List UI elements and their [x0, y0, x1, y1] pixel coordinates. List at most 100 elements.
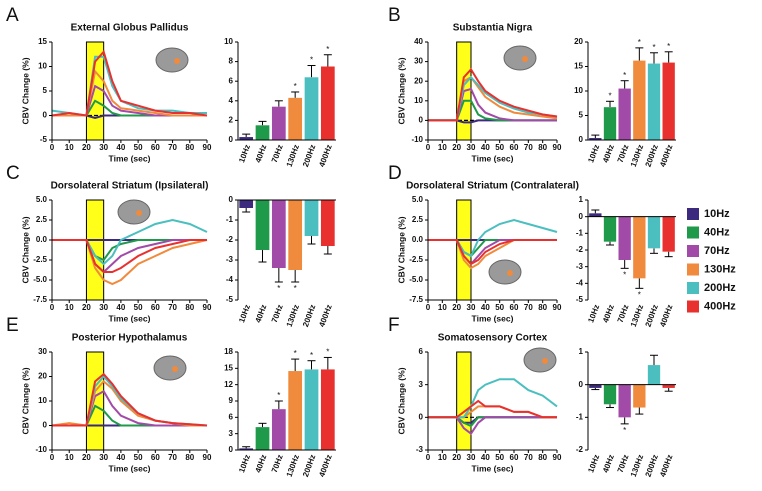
brain-icon [155, 47, 189, 73]
x-tick-label: 50 [495, 303, 504, 312]
significance-mark: * [667, 42, 670, 51]
y-tick-label: -3 [226, 255, 234, 264]
x-tick-label: 30 [467, 303, 476, 312]
x-tick-label: 0 [50, 303, 55, 312]
series-line [52, 239, 207, 273]
y-tick-label: 15 [574, 62, 583, 71]
series-line [428, 416, 557, 436]
x-tick-label: 10Hz [237, 303, 252, 324]
y-tick-label: 10 [414, 96, 423, 105]
x-axis-label: Time (sec) [109, 313, 151, 323]
y-tick-label: -5 [226, 295, 234, 304]
chart-title: Somatosensory Cortex [438, 333, 548, 344]
x-tick-label: 40Hz [254, 453, 269, 474]
y-tick-label: 10 [38, 62, 47, 71]
legend-label: 70Hz [704, 245, 730, 257]
x-tick-label: 90 [553, 143, 562, 152]
bar [647, 365, 661, 385]
x-tick-label: 30 [99, 303, 108, 312]
panel-letter: C [6, 163, 20, 184]
y-axis-label: CBV Change (%) [20, 367, 30, 434]
legend-swatch [687, 226, 699, 239]
bar [304, 200, 319, 236]
y-tick-label: 0 [43, 421, 48, 430]
y-tick-label: -3 [576, 262, 584, 271]
y-tick-label: -4 [576, 278, 584, 287]
stimulus-window [456, 199, 472, 301]
x-tick-label: 20 [82, 303, 91, 312]
significance-mark: * [638, 290, 641, 299]
x-tick-label: 10 [438, 453, 447, 462]
brain-icon [523, 347, 557, 373]
x-tick-label: 70Hz [616, 453, 631, 474]
bar [633, 216, 646, 279]
x-tick-label: 50 [134, 453, 143, 462]
bar [271, 106, 286, 140]
significance-mark: * [638, 38, 641, 47]
x-tick-label: 40 [116, 143, 125, 152]
chart-title: Substantia Nigra [453, 23, 533, 34]
series-line [428, 99, 557, 122]
panel-letter: E [6, 315, 19, 336]
bar [618, 88, 631, 140]
bar [647, 63, 661, 141]
x-tick-label: 70 [524, 143, 533, 152]
bar [633, 384, 646, 408]
x-tick-label: 40 [116, 453, 125, 462]
y-tick-label: 20 [574, 37, 583, 46]
x-tick-label: 400Hz [317, 303, 333, 328]
chart-title: Dorsolateral Striatum (Contralateral) [406, 181, 579, 192]
y-tick-label: 1 [579, 347, 584, 356]
x-tick-label: 30 [99, 453, 108, 462]
x-tick-label: 70Hz [270, 303, 285, 324]
x-tick-label: 40Hz [254, 143, 269, 164]
y-tick-label: 2 [229, 116, 234, 125]
x-tick-label: 80 [185, 303, 194, 312]
x-tick-label: 40Hz [254, 303, 269, 324]
bar [239, 137, 254, 140]
y-tick-label: 0 [579, 135, 584, 144]
x-tick-label: 40Hz [601, 453, 616, 474]
significance-mark: * [608, 91, 611, 100]
y-tick-label: 0 [229, 445, 234, 454]
series-line [51, 49, 208, 117]
y-tick-label: 0 [43, 111, 48, 120]
y-tick-label: -5 [576, 295, 584, 304]
bar [288, 371, 303, 450]
y-tick-label: -7.5 [409, 295, 423, 304]
y-tick-label: -10 [35, 445, 47, 454]
x-tick-label: 90 [553, 453, 562, 462]
series-line [428, 416, 557, 428]
x-tick-label: 70Hz [270, 453, 285, 474]
significance-mark: * [277, 391, 280, 400]
bar [304, 77, 319, 140]
bar [320, 66, 335, 140]
x-tick-label: 20 [82, 453, 91, 462]
x-tick-label: 0 [426, 303, 431, 312]
x-tick-label: 50 [495, 143, 504, 152]
series-line [52, 374, 208, 427]
chart-title: Posterior Hypothalamus [72, 333, 188, 344]
significance-mark: * [326, 348, 329, 357]
stimulus-window [85, 351, 105, 451]
y-tick-label: 10 [574, 86, 583, 95]
y-tick-label: 15 [224, 363, 233, 372]
bar [662, 62, 675, 140]
legend-swatch [687, 208, 699, 220]
bar [288, 200, 303, 270]
y-tick-label: -2 [576, 445, 584, 454]
bar [603, 384, 617, 405]
x-tick-label: 90 [203, 453, 212, 462]
y-tick-label: 1 [579, 195, 584, 204]
x-tick-label: 0 [426, 453, 431, 462]
stimulus-window [456, 351, 472, 451]
x-axis-label: Time (sec) [472, 313, 514, 323]
y-tick-label: 30 [414, 57, 423, 66]
y-tick-label: 5.0 [36, 195, 48, 204]
brain-region [172, 366, 178, 372]
x-tick-label: 80 [185, 143, 194, 152]
y-tick-label: 0 [229, 195, 234, 204]
x-axis-label: Time (sec) [109, 463, 151, 473]
panel-letter: B [388, 5, 401, 26]
significance-mark: * [277, 284, 280, 293]
